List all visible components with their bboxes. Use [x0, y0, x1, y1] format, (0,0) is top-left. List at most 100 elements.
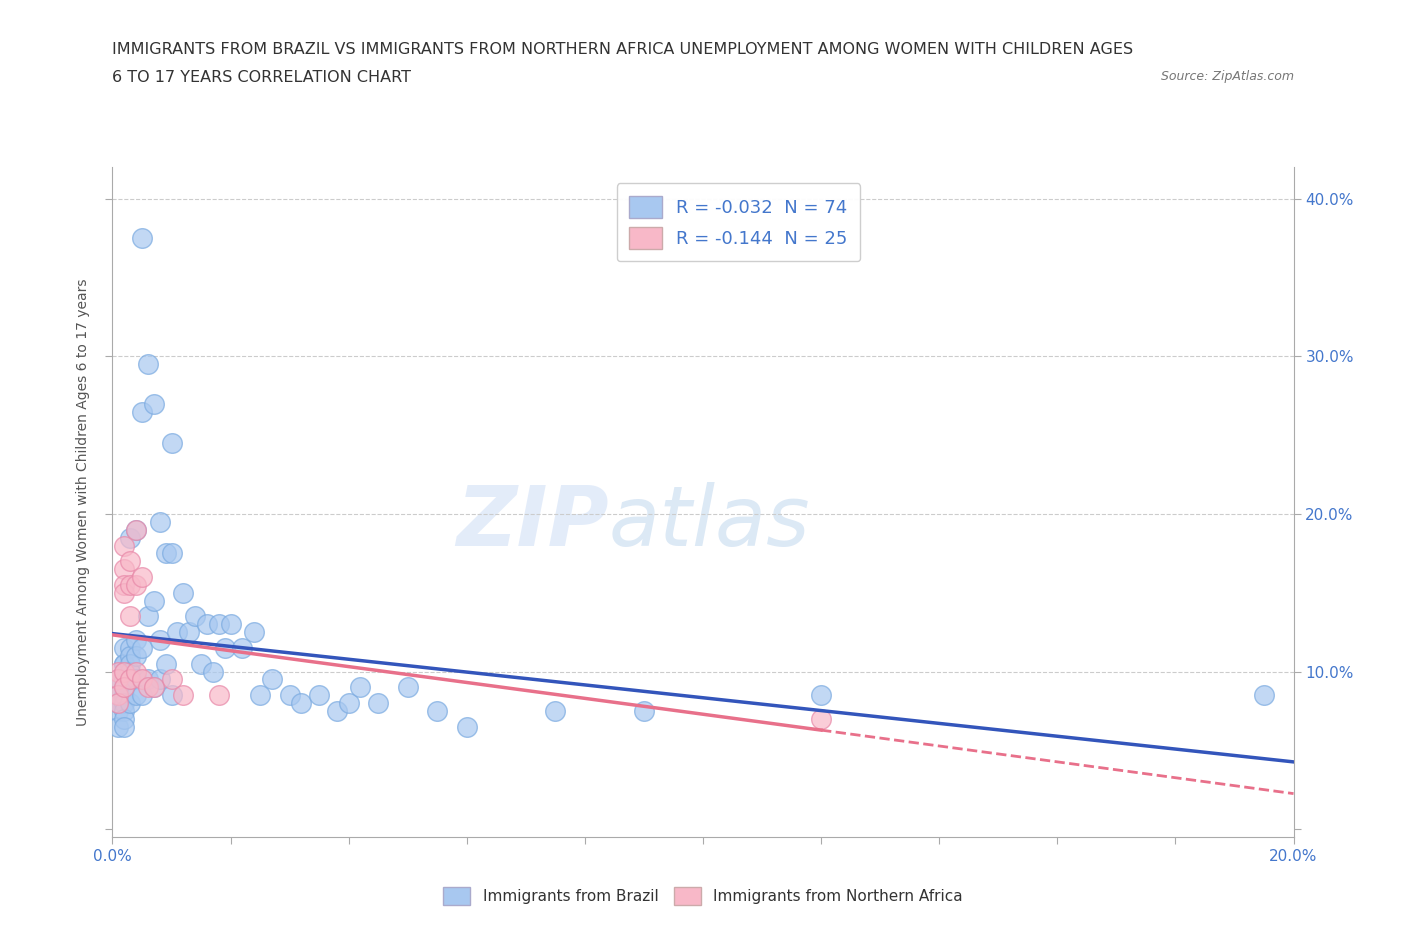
Point	[120, 672, 142, 687]
Legend: Immigrants from Brazil, Immigrants from Northern Africa: Immigrants from Brazil, Immigrants from …	[436, 879, 970, 913]
Point	[810, 711, 832, 726]
Point	[456, 719, 478, 734]
Point	[179, 625, 201, 640]
Point	[112, 641, 135, 656]
Point	[142, 680, 165, 695]
Legend: R = -0.032  N = 74, R = -0.144  N = 25: R = -0.032 N = 74, R = -0.144 N = 25	[617, 183, 860, 261]
Text: atlas: atlas	[609, 482, 810, 563]
Point	[426, 703, 449, 718]
Point	[112, 538, 135, 553]
Point	[125, 632, 148, 647]
Point	[136, 680, 159, 695]
Point	[120, 648, 142, 663]
Point	[195, 617, 218, 631]
Point	[107, 719, 129, 734]
Point	[214, 641, 236, 656]
Point	[326, 703, 349, 718]
Point	[112, 657, 135, 671]
Point	[231, 641, 253, 656]
Point	[131, 405, 153, 419]
Point	[349, 680, 371, 695]
Point	[112, 664, 135, 679]
Point	[125, 523, 148, 538]
Point	[149, 632, 172, 647]
Point	[112, 562, 135, 577]
Point	[112, 711, 135, 726]
Point	[120, 696, 142, 711]
Point	[190, 657, 212, 671]
Point	[112, 688, 135, 703]
Text: 6 TO 17 YEARS CORRELATION CHART: 6 TO 17 YEARS CORRELATION CHART	[112, 70, 412, 85]
Point	[249, 688, 271, 703]
Point	[112, 664, 135, 679]
Point	[107, 696, 129, 711]
Point	[112, 703, 135, 718]
Point	[172, 585, 194, 600]
Point	[125, 648, 148, 663]
Text: IMMIGRANTS FROM BRAZIL VS IMMIGRANTS FROM NORTHERN AFRICA UNEMPLOYMENT AMONG WOM: IMMIGRANTS FROM BRAZIL VS IMMIGRANTS FRO…	[112, 42, 1133, 57]
Point	[107, 696, 129, 711]
Point	[112, 719, 135, 734]
Point	[184, 609, 207, 624]
Text: Source: ZipAtlas.com: Source: ZipAtlas.com	[1160, 70, 1294, 83]
Point	[131, 672, 153, 687]
Point	[149, 672, 172, 687]
Point	[308, 688, 330, 703]
Point	[149, 514, 172, 529]
Point	[1253, 688, 1275, 703]
Point	[633, 703, 655, 718]
Point	[219, 617, 242, 631]
Point	[166, 625, 188, 640]
Text: ZIP: ZIP	[456, 482, 609, 563]
Point	[810, 688, 832, 703]
Point	[208, 688, 231, 703]
Point	[112, 680, 135, 695]
Point	[201, 664, 224, 679]
Point	[142, 396, 165, 411]
Point	[120, 664, 142, 679]
Point	[396, 680, 419, 695]
Point	[136, 357, 159, 372]
Point	[243, 625, 266, 640]
Point	[120, 641, 142, 656]
Point	[112, 585, 135, 600]
Point	[131, 641, 153, 656]
Point	[125, 523, 148, 538]
Point	[120, 609, 142, 624]
Point	[131, 569, 153, 584]
Point	[160, 546, 183, 561]
Point	[112, 672, 135, 687]
Point	[112, 696, 135, 711]
Point	[172, 688, 194, 703]
Point	[544, 703, 567, 718]
Point	[142, 680, 165, 695]
Point	[120, 554, 142, 569]
Point	[107, 672, 129, 687]
Point	[120, 672, 142, 687]
Point	[107, 688, 129, 703]
Point	[107, 672, 129, 687]
Point	[136, 609, 159, 624]
Point	[120, 578, 142, 592]
Point	[160, 435, 183, 450]
Point	[142, 593, 165, 608]
Point	[112, 578, 135, 592]
Point	[125, 688, 148, 703]
Point	[112, 680, 135, 695]
Point	[125, 672, 148, 687]
Point	[120, 657, 142, 671]
Point	[107, 703, 129, 718]
Point	[155, 657, 177, 671]
Point	[125, 578, 148, 592]
Point	[260, 672, 283, 687]
Point	[290, 696, 312, 711]
Point	[155, 546, 177, 561]
Y-axis label: Unemployment Among Women with Children Ages 6 to 17 years: Unemployment Among Women with Children A…	[76, 278, 90, 726]
Point	[160, 672, 183, 687]
Point	[131, 231, 153, 246]
Point	[136, 672, 159, 687]
Point	[107, 688, 129, 703]
Point	[160, 688, 183, 703]
Point	[107, 664, 129, 679]
Point	[112, 657, 135, 671]
